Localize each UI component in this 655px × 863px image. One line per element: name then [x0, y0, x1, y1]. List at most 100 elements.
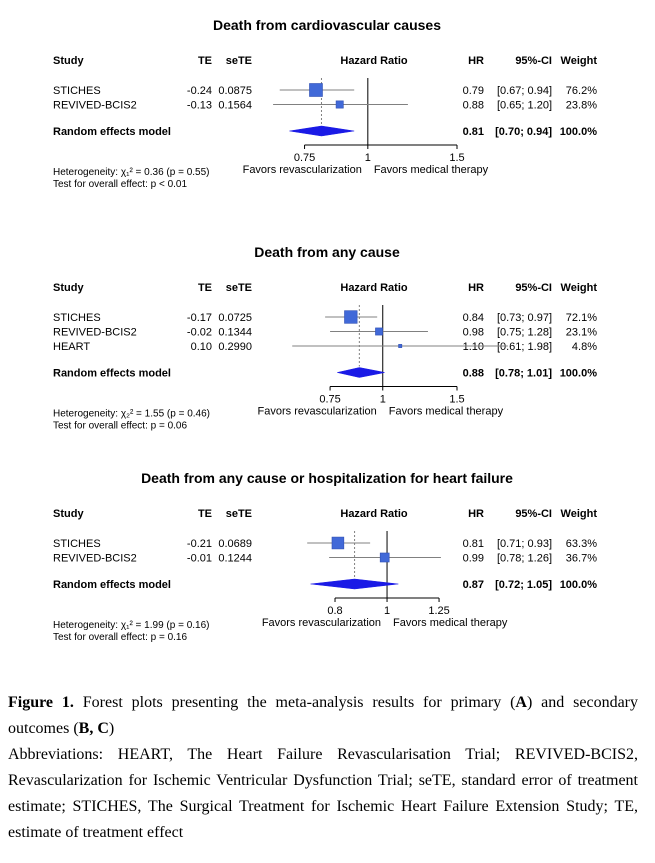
panel-3-study-square-2 — [379, 552, 390, 563]
panel-1-header-te: TE — [198, 55, 212, 67]
panel-1-x-tick-label-2: 1 — [365, 152, 371, 164]
panel-1-header-hr: HR — [468, 55, 484, 67]
panel-2-study-square-1 — [344, 310, 358, 324]
panel-3-header-ci: 95%-CI — [515, 508, 552, 520]
panel-1-title: Death from cardiovascular causes — [213, 17, 441, 33]
panel-1-study-hr-1: 0.79 — [463, 85, 484, 97]
caption-text-1: Forest plots presenting the meta-analysi… — [73, 694, 516, 711]
panel-3-header-weight: Weight — [561, 508, 598, 520]
caption-abbreviations: Abbreviations: HEART, The Heart Failure … — [8, 746, 638, 841]
panel-3-study-weight-2: 36.7% — [566, 553, 597, 565]
panel-1-study-name-1: STICHES — [53, 85, 101, 97]
panel-2-header-study: Study — [53, 282, 84, 294]
caption-main: Figure 1. Forest plots presenting the me… — [8, 690, 638, 742]
panel-2-study-square-2 — [375, 327, 383, 336]
panel-1-study-weight-2: 23.8% — [566, 100, 597, 112]
panel-2-study-ci-1: [0.73; 0.97] — [497, 312, 552, 324]
panel-1-study-name-2: REVIVED-BCIS2 — [53, 100, 137, 112]
panel-3-header-hazard-ratio: Hazard Ratio — [340, 508, 408, 520]
panel-3-pooled-weight: 100.0% — [560, 579, 598, 591]
panel-1-header-hazard-ratio: Hazard Ratio — [340, 55, 408, 67]
panel-1-study-sete-2: 0.1564 — [218, 100, 252, 112]
panel-2-pooled-hr: 0.88 — [463, 368, 484, 380]
panel-2-title: Death from any cause — [254, 244, 400, 260]
panel-3-study-square-1 — [331, 536, 345, 550]
panel-2-pooled-weight: 100.0% — [560, 368, 598, 380]
panel-3-study-hr-2: 0.99 — [463, 553, 484, 565]
panel-3-study-ci-1: [0.71; 0.93] — [497, 538, 552, 550]
panel-2-study-sete-3: 0.2990 — [218, 341, 252, 353]
panel-2-study-weight-3: 4.8% — [572, 341, 597, 353]
panel-2-study-hr-3: 1.10 — [463, 341, 484, 353]
panel-3-pooled-diamond — [310, 578, 399, 590]
panel-2-study-te-3: 0.10 — [191, 341, 212, 353]
figure-caption: Figure 1. Forest plots presenting the me… — [8, 690, 638, 846]
panel-3-study-hr-1: 0.81 — [463, 538, 484, 550]
panel-3-heterogeneity-text: Heterogeneity: χ₁² = 1.99 (p = 0.16) — [53, 620, 210, 631]
panel-2-study-hr-2: 0.98 — [463, 327, 484, 339]
panel-1-header-sete: seTE — [226, 55, 252, 67]
panel-1-pooled-diamond — [289, 125, 355, 137]
panel-2-study-square-3 — [398, 344, 403, 348]
panel-2-header-ci: 95%-CI — [515, 282, 552, 294]
panel-2-heterogeneity-text: Heterogeneity: χ₂² = 1.55 (p = 0.46) — [53, 409, 210, 420]
panel-2-header-hazard-ratio: Hazard Ratio — [340, 282, 408, 294]
panel-2-x-tick-label-1: 0.75 — [319, 394, 340, 406]
caption-bold-a: A — [515, 694, 527, 711]
panel-3-x-tick-label-2: 1 — [384, 605, 390, 617]
panel-1-x-tick-label-1: 0.75 — [294, 152, 315, 164]
panel-3-study-te-1: -0.21 — [187, 538, 212, 550]
panel-1-study-te-1: -0.24 — [187, 85, 212, 97]
panel-2-study-ci-2: [0.75; 1.28] — [497, 327, 552, 339]
panel-2-overall-effect-text: Test for overall effect: p = 0.06 — [53, 421, 187, 432]
panel-3-header-sete: seTE — [226, 508, 252, 520]
panel-1-study-te-2: -0.13 — [187, 100, 212, 112]
panel-3-x-tick-label-3: 1.25 — [428, 605, 449, 617]
panel-3-pooled-ci: [0.72; 1.05] — [495, 579, 552, 591]
panel-3-study-sete-2: 0.1244 — [218, 553, 252, 565]
panel-2-header-te: TE — [198, 282, 212, 294]
panel-1-x-tick-label-3: 1.5 — [449, 152, 464, 164]
panel-3-title: Death from any cause or hospitalization … — [141, 470, 513, 486]
panel-3-study-sete-1: 0.0689 — [218, 538, 252, 550]
panel-3-header-te: TE — [198, 508, 212, 520]
panel-3-study-name-1: STICHES — [53, 538, 101, 550]
panel-1-overall-effect-text: Test for overall effect: p < 0.01 — [53, 179, 187, 190]
caption-figure-label: Figure 1. — [8, 694, 74, 711]
panel-2-study-te-2: -0.02 — [187, 327, 212, 339]
panel-2-study-name-1: STICHES — [53, 312, 101, 324]
panel-2-header-hr: HR — [468, 282, 484, 294]
panel-1-pooled-label: Random effects model — [53, 126, 171, 138]
panel-3-study-ci-2: [0.78; 1.26] — [497, 553, 552, 565]
panel-3-header-study: Study — [53, 508, 84, 520]
panel-1-study-weight-1: 76.2% — [566, 85, 597, 97]
caption-text-3: ) — [108, 720, 115, 737]
panel-2-pooled-label: Random effects model — [53, 368, 171, 380]
panel-2-study-name-2: REVIVED-BCIS2 — [53, 327, 137, 339]
panel-1-study-sete-1: 0.0875 — [218, 85, 252, 97]
panel-1-favors-left-label: Favors revascularization — [243, 164, 362, 176]
panel-1-header-study: Study — [53, 55, 84, 67]
panel-3-study-weight-1: 63.3% — [566, 538, 597, 550]
panel-2-study-weight-1: 72.1% — [566, 312, 597, 324]
panel-1-study-ci-2: [0.65; 1.20] — [497, 100, 552, 112]
panel-3-overall-effect-text: Test for overall effect: p = 0.16 — [53, 632, 187, 643]
panel-1-header-ci: 95%-CI — [515, 55, 552, 67]
panel-2-x-tick-label-2: 1 — [380, 394, 386, 406]
forest-plot-figure: Death from cardiovascular causes Study TE s… — [53, 17, 598, 643]
panel-1-pooled-weight: 100.0% — [560, 126, 598, 138]
panel-2-pooled-ci: [0.78; 1.01] — [495, 368, 552, 380]
panel-2-study-name-3: HEART — [53, 341, 90, 353]
panel-3-favors-left-label: Favors revascularization — [262, 617, 381, 629]
panel-2-study-sete-2: 0.1344 — [218, 327, 252, 339]
panel-1-study-square-1 — [309, 83, 323, 97]
panel-2-pooled-diamond — [337, 367, 385, 378]
panel-1-study-hr-2: 0.88 — [463, 100, 484, 112]
panel-3-study-te-2: -0.01 — [187, 553, 212, 565]
panel-3-pooled-hr: 0.87 — [463, 579, 484, 591]
panel-1-study-ci-1: [0.67; 0.94] — [497, 85, 552, 97]
panel-2-study-te-1: -0.17 — [187, 312, 212, 324]
panel-2-study-sete-1: 0.0725 — [218, 312, 252, 324]
caption-bold-bc: B, C — [78, 720, 109, 737]
panel-1-pooled-ci: [0.70; 0.94] — [495, 126, 552, 138]
